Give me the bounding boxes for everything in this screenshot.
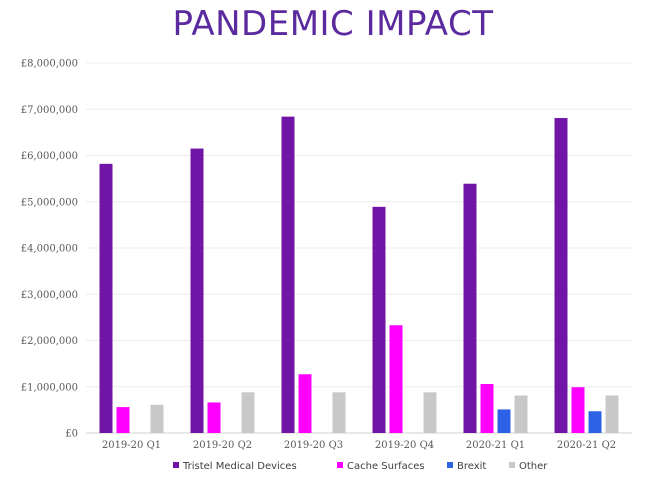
legend-swatch [337,462,343,468]
y-tick-label: £7,000,000 [21,105,78,116]
y-tick-label: £3,000,000 [21,290,78,301]
chart-title: PANDEMIC IMPACT [172,4,494,44]
y-tick-label: £2,000,000 [21,336,78,347]
bar-cache-surfaces [480,383,494,433]
y-tick-label: £6,000,000 [21,151,78,162]
y-tick-label: £4,000,000 [21,244,78,255]
y-tick-label: £5,000,000 [21,197,78,208]
y-tick-label: £1,000,000 [21,382,78,393]
bar-cache-surfaces [298,374,312,433]
y-tick-label: £0 [65,429,78,440]
bar-brexit [588,411,602,433]
x-tick-label: 2019-20 Q4 [375,440,434,451]
legend-label: Cache Surfaces [347,461,425,472]
bar-other [150,404,164,433]
legend-swatch [447,462,453,468]
legend-swatch [173,462,179,468]
bar-tristel-medical-devices [281,116,295,434]
bar-tristel-medical-devices [463,183,477,433]
bar-other [423,392,437,433]
legend-swatch [509,462,515,468]
x-tick-label: 2019-20 Q3 [284,440,343,451]
legend-label: Other [519,461,548,472]
bar-brexit [497,409,511,433]
bar-other [514,395,528,433]
bar-cache-surfaces [207,402,221,433]
bar-tristel-medical-devices [190,148,204,433]
bar-cache-surfaces [116,407,130,433]
bar-other [332,392,346,433]
bar-cache-surfaces [389,325,403,433]
bar-other [605,395,619,433]
legend-label: Tristel Medical Devices [182,461,297,472]
bar-tristel-medical-devices [554,118,568,433]
y-tick-label: £8,000,000 [21,59,78,70]
x-tick-label: 2020-21 Q2 [557,440,616,451]
x-tick-label: 2019-20 Q2 [193,440,252,451]
bar-tristel-medical-devices [372,206,386,433]
x-tick-label: 2020-21 Q1 [466,440,525,451]
bar-other [241,392,255,433]
bar-cache-surfaces [571,387,585,433]
x-tick-label: 2019-20 Q1 [102,440,161,451]
legend-label: Brexit [457,461,486,472]
bar-tristel-medical-devices [99,163,113,433]
